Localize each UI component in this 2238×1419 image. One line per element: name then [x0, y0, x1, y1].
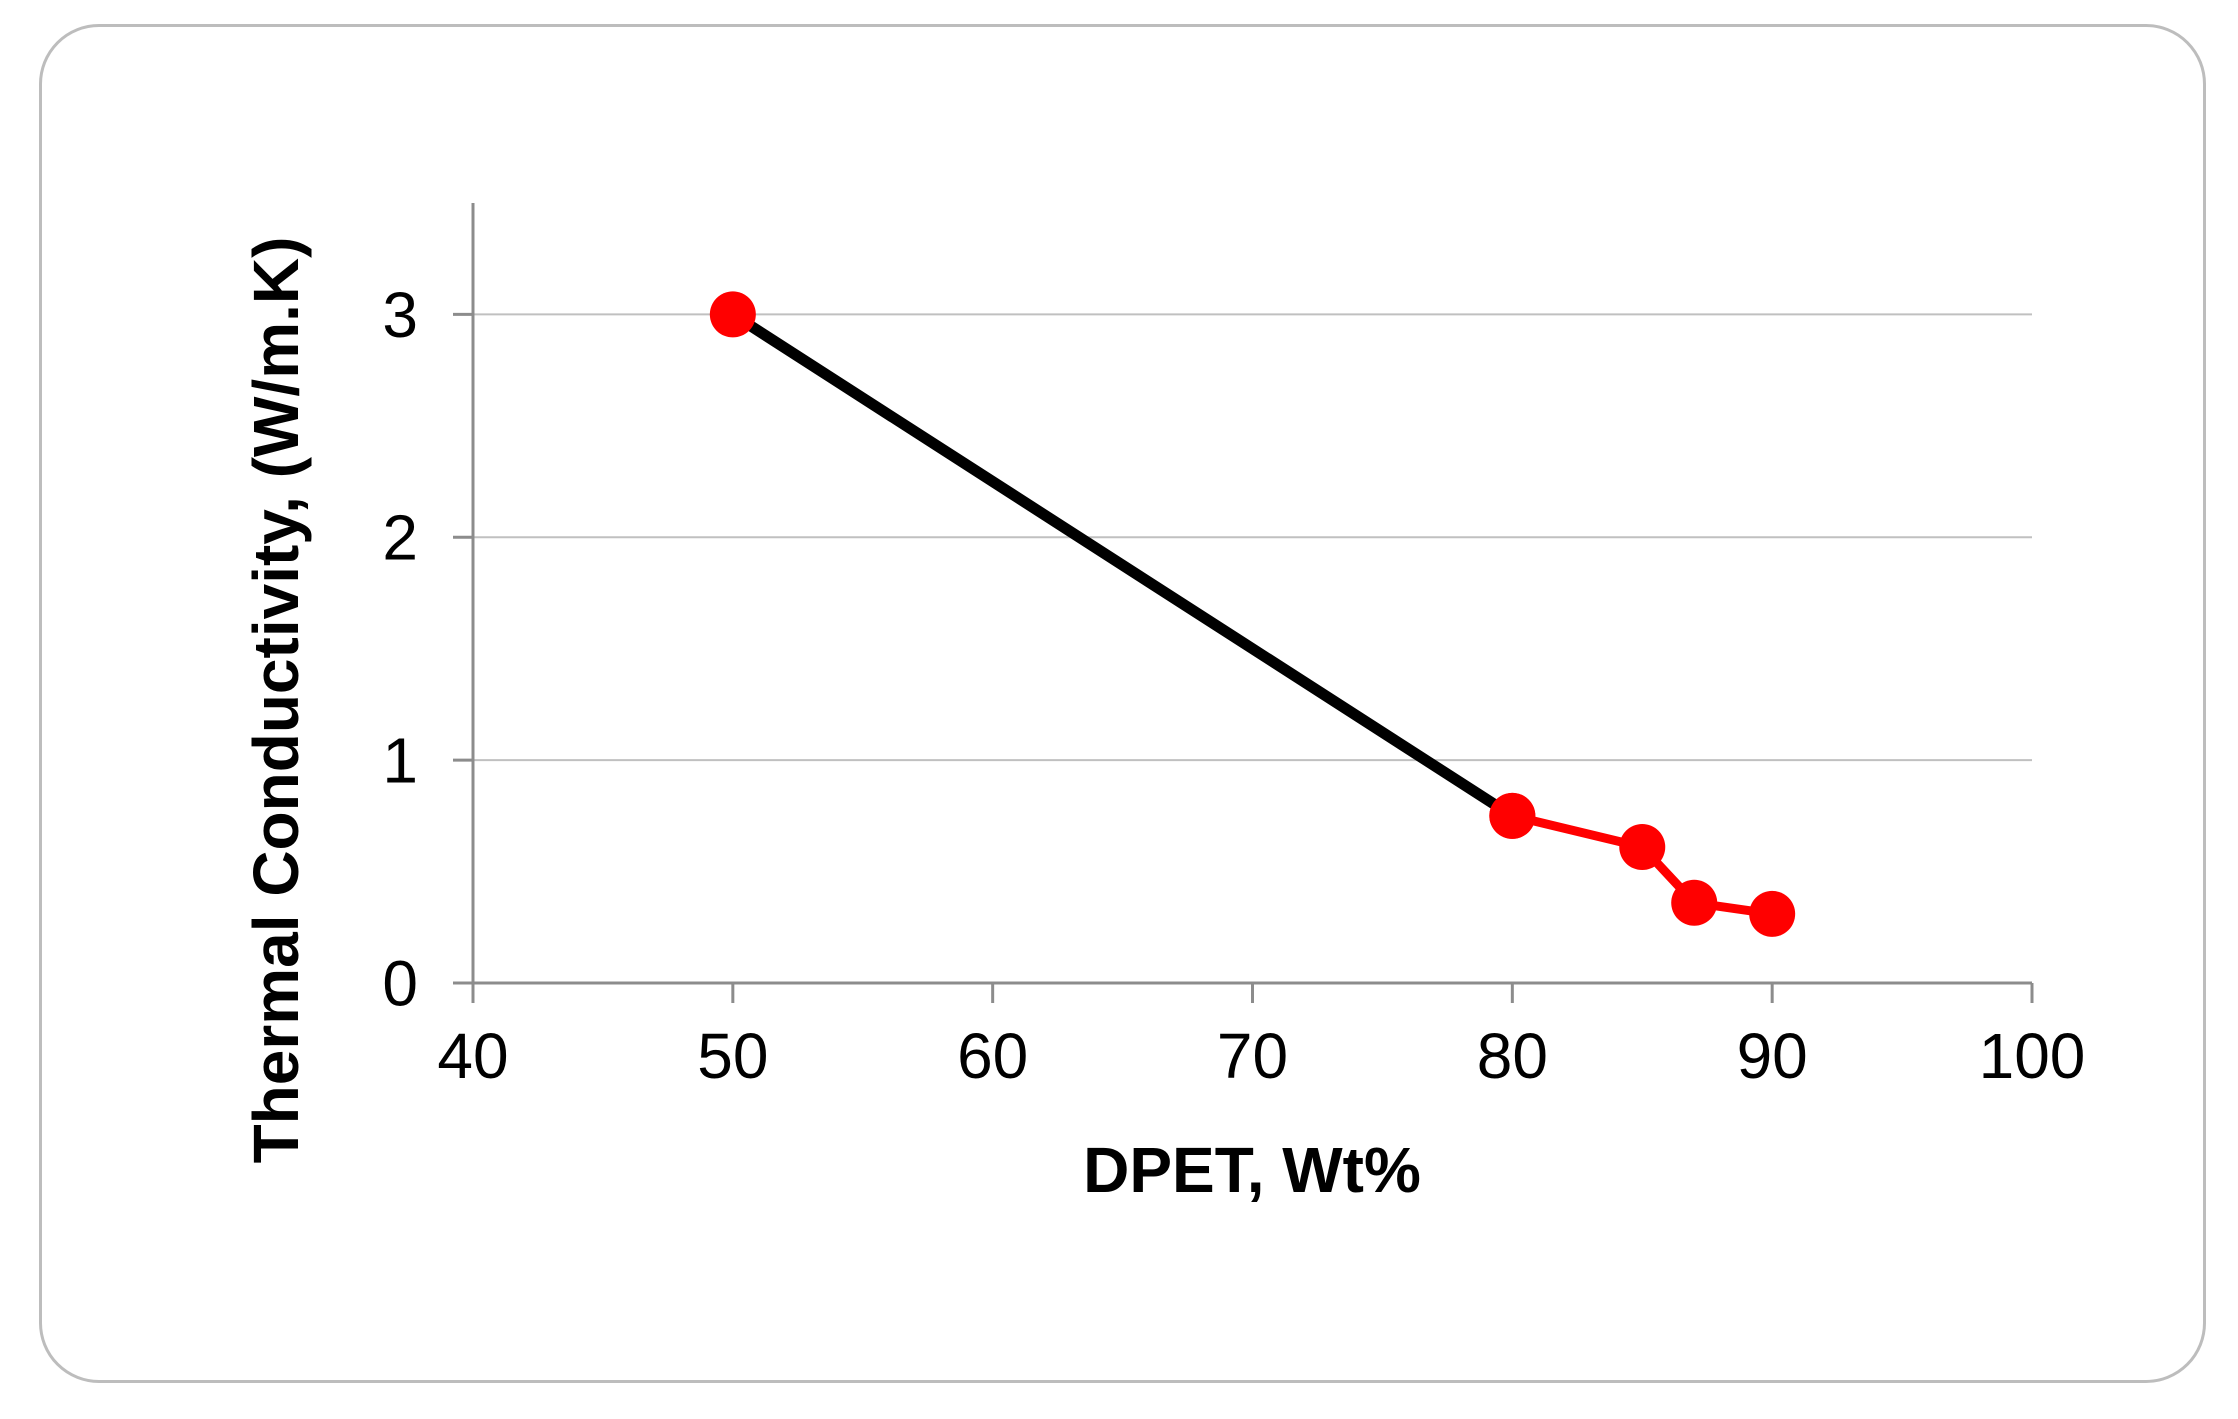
tick-labels: 0 1 2 3 40 50 60 70 80 90 100	[382, 279, 2085, 1092]
y-tick-label-2: 2	[382, 502, 418, 574]
gridlines	[473, 313, 2032, 762]
series-2-line	[1507, 811, 1777, 919]
series-2-marker-90	[1749, 890, 1796, 937]
axis-ticks	[453, 312, 2034, 1003]
x-axis-title: DPET, Wt%	[1083, 1134, 1421, 1206]
x-tick-label-50: 50	[697, 1020, 768, 1092]
x-tick-label-80: 80	[1477, 1020, 1548, 1092]
series-1-line	[727, 308, 1518, 822]
x-tick-label-40: 40	[437, 1020, 508, 1092]
x-tick-label-60: 60	[957, 1020, 1028, 1092]
chart-frame	[39, 24, 2206, 1383]
data-series	[709, 291, 1796, 937]
x-tick-label-100: 100	[1979, 1020, 2086, 1092]
series-2-marker-85	[1619, 824, 1666, 871]
x-tick-label-90: 90	[1737, 1020, 1808, 1092]
y-tick-label-0: 0	[382, 947, 418, 1019]
series-1-marker-50	[709, 291, 756, 338]
y-tick-label-3: 3	[382, 279, 418, 351]
axes	[471, 203, 2032, 985]
y-tick-label-1: 1	[382, 725, 418, 797]
y-axis-title: Thermal Conductivity, (W/m.K)	[240, 237, 312, 1164]
series-2-marker-87	[1671, 879, 1718, 926]
x-tick-label-70: 70	[1217, 1020, 1288, 1092]
series-2-marker-80	[1489, 792, 1536, 839]
